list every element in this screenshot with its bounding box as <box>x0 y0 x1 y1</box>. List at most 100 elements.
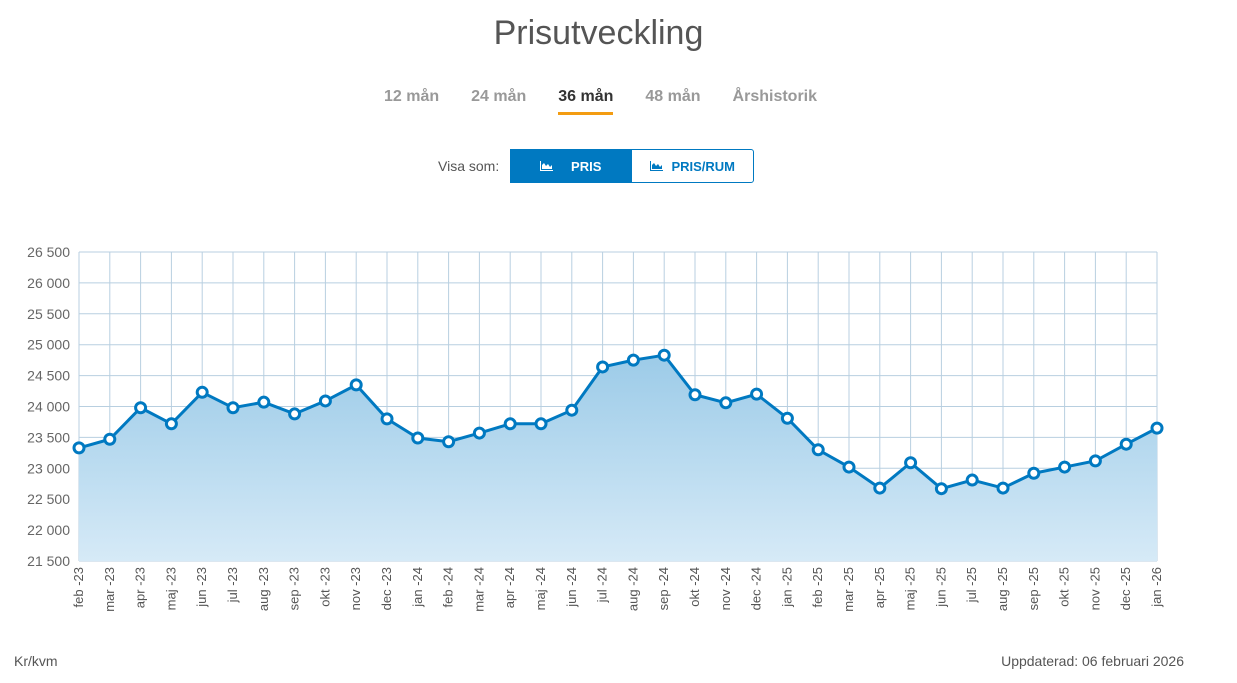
y-tick-label: 24 500 <box>27 368 70 384</box>
data-point <box>318 394 332 408</box>
data-point <box>996 481 1010 495</box>
x-tick-label: dec -25 <box>1118 567 1133 610</box>
x-tick-label: apr -25 <box>872 567 887 608</box>
data-point <box>688 388 702 402</box>
data-point <box>1027 466 1041 480</box>
pris-button[interactable]: PRIS <box>510 149 632 183</box>
data-point <box>842 460 856 474</box>
data-point <box>226 401 240 415</box>
tab-48-man[interactable]: 48 mån <box>645 88 701 105</box>
x-tick-label: jun -23 <box>194 567 209 608</box>
data-point <box>164 417 178 431</box>
y-tick-label: 23 500 <box>27 429 70 445</box>
x-tick-label: jun -24 <box>564 567 579 608</box>
y-tick-label: 24 000 <box>27 399 70 415</box>
x-tick-label: mar -24 <box>471 567 486 612</box>
x-tick-label: maj -23 <box>163 567 178 610</box>
data-point <box>442 435 456 449</box>
y-tick-label: 21 500 <box>27 553 70 569</box>
period-tabs: 12 mån 24 mån 36 mån 48 mån Årshistorik <box>0 88 1197 115</box>
data-point <box>750 387 764 401</box>
data-point <box>565 403 579 417</box>
x-tick-label: feb -25 <box>810 567 825 607</box>
tab-12-man[interactable]: 12 mån <box>383 88 440 105</box>
x-tick-label: jul -25 <box>964 567 979 603</box>
x-tick-label: apr -23 <box>133 567 148 608</box>
x-tick-label: jul -23 <box>225 567 240 603</box>
updated-label: Uppdaterad: 06 februari 2026 <box>1001 653 1184 669</box>
data-point <box>719 396 733 410</box>
x-tick-label: aug -24 <box>625 567 640 611</box>
price-chart: 21 500 22 000 22 500 23 000 23 500 24 000 24 5… <box>27 244 1164 612</box>
x-tick-label: dec -23 <box>379 567 394 610</box>
x-tick-label: jan -25 <box>779 567 794 608</box>
x-tick-label: jan -26 <box>1149 567 1164 608</box>
data-point <box>1088 454 1102 468</box>
x-tick-label: maj -24 <box>533 567 548 610</box>
y-tick-label: 26 500 <box>27 244 70 260</box>
x-tick-label: feb -24 <box>441 567 456 607</box>
data-point <box>657 348 671 362</box>
tab-arshistorik[interactable]: Årshistorik <box>732 88 818 105</box>
data-point <box>811 443 825 457</box>
data-point <box>596 360 610 374</box>
data-point <box>103 432 117 446</box>
data-point <box>411 431 425 445</box>
unit-label: Kr/kvm <box>14 653 58 669</box>
data-point <box>873 481 887 495</box>
x-tick-label: sep -23 <box>287 567 302 610</box>
area-chart-icon <box>650 161 664 171</box>
data-point <box>965 473 979 487</box>
x-tick-label: sep -25 <box>1026 567 1041 610</box>
x-tick-label: feb -23 <box>71 567 86 607</box>
page-title: Prisutveckling <box>493 14 704 52</box>
y-tick-label: 22 500 <box>27 491 70 507</box>
x-tick-label: nov -25 <box>1087 567 1102 610</box>
x-tick-label: okt -25 <box>1057 567 1072 607</box>
x-tick-label: maj -25 <box>903 567 918 610</box>
data-point <box>134 401 148 415</box>
tab-36-man[interactable]: 36 mån <box>542 88 629 115</box>
y-tick-label: 25 500 <box>27 306 70 322</box>
view-label: Visa som: <box>438 158 500 174</box>
x-tick-label: nov -24 <box>718 567 733 610</box>
y-tick-label: 22 000 <box>27 522 70 538</box>
data-point <box>1150 421 1164 435</box>
pris-rum-button[interactable]: PRIS/RUM <box>631 149 755 183</box>
x-tick-label: okt -23 <box>317 567 332 607</box>
data-point <box>780 411 794 425</box>
y-tick-label: 26 000 <box>27 275 70 291</box>
data-point <box>257 395 271 409</box>
data-point <box>349 378 363 392</box>
x-tick-label: mar -23 <box>102 567 117 612</box>
data-point <box>1119 437 1133 451</box>
x-tick-label: aug -23 <box>256 567 271 611</box>
x-tick-label: dec -24 <box>749 567 764 610</box>
x-tick-label: mar -25 <box>841 567 856 612</box>
x-tick-label: nov -23 <box>348 567 363 610</box>
data-point <box>534 417 548 431</box>
data-point <box>380 412 394 426</box>
data-point <box>195 385 209 399</box>
area-chart-icon <box>540 161 554 171</box>
data-point <box>626 353 640 367</box>
data-point <box>1058 460 1072 474</box>
y-tick-label: 23 000 <box>27 460 70 476</box>
area-fill <box>79 355 1157 561</box>
pris-label: PRIS <box>571 158 602 174</box>
x-tick-label: jan -24 <box>410 567 425 608</box>
data-point <box>904 456 918 470</box>
x-tick-label: jul -24 <box>595 567 610 603</box>
x-tick-label: jun -25 <box>933 567 948 608</box>
y-tick-label: 25 000 <box>27 337 70 353</box>
tab-24-man[interactable]: 24 mån <box>471 88 527 105</box>
pris-rum-label: PRIS/RUM <box>671 158 735 174</box>
view-toggle: Visa som: PRIS PRIS/RUM <box>438 149 755 183</box>
x-tick-label: sep -24 <box>656 567 671 610</box>
x-tick-label: apr -24 <box>502 567 517 608</box>
data-point <box>72 441 86 455</box>
data-point <box>934 482 948 496</box>
data-point <box>503 417 517 431</box>
x-tick-label: okt -24 <box>687 567 702 607</box>
data-point <box>288 407 302 421</box>
